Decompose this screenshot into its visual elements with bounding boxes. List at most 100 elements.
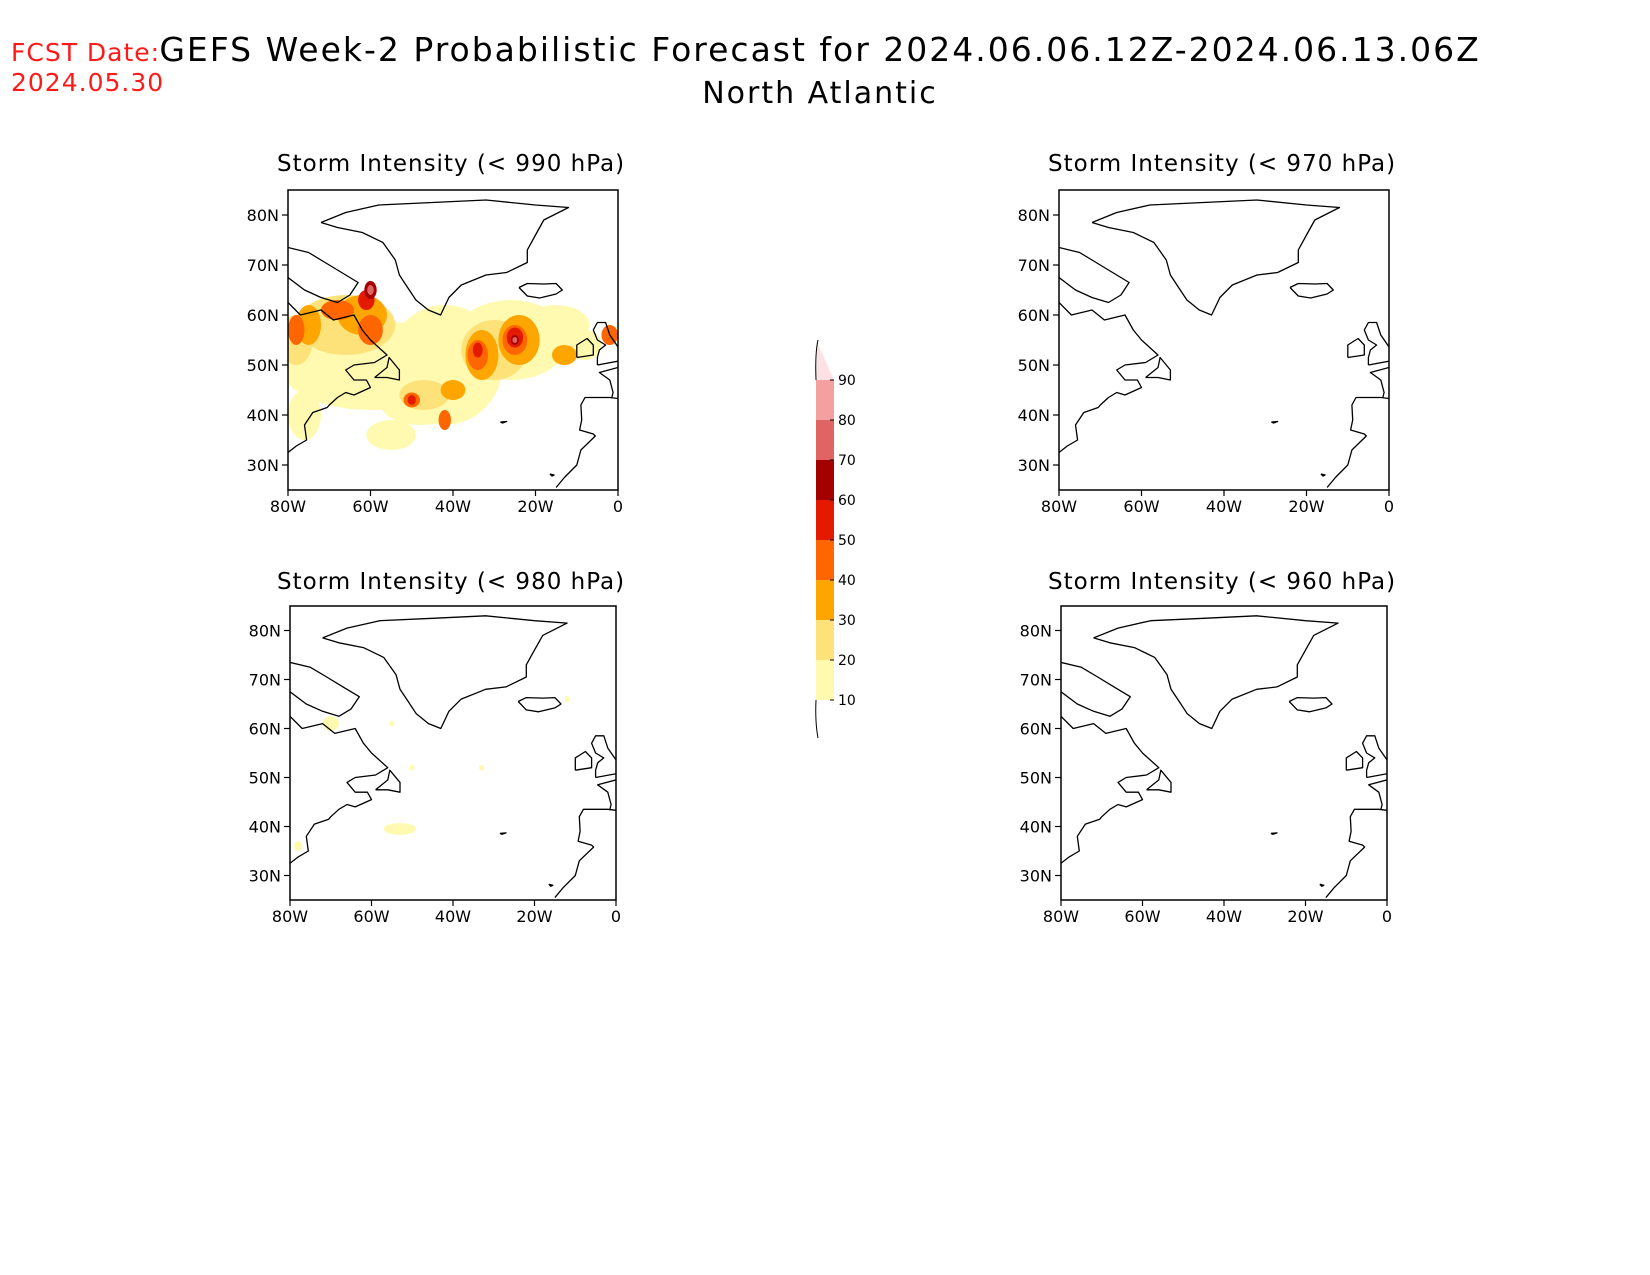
lat-tick-label: 60N [1020, 720, 1052, 739]
lat-tick-label: 30N [247, 456, 279, 475]
probability-contour [389, 720, 395, 727]
coastline [517, 696, 562, 713]
probability-colorbar: 90 80 70 60 50 40 30 20 10 [800, 335, 860, 749]
coastline [1091, 199, 1341, 316]
lon-tick-label: 20W [1287, 907, 1323, 926]
colorbar-label: 60 [838, 493, 856, 509]
coastline [1271, 420, 1279, 424]
map-content [288, 199, 618, 488]
map-panel-960: 80N 70N 60N 50N 40N 30N 80W 60W 40W 20W 0 [1020, 605, 1392, 926]
lat-tick-label: 80N [1018, 206, 1050, 225]
coastline [1326, 396, 1389, 488]
panel-title-970: Storm Intensity (< 970 hPa) [1048, 151, 1397, 177]
lat-tick-label: 60N [1018, 306, 1050, 325]
map-panel-980: 80N 70N 60N 50N 40N 30N 80W 60W 40W 20W 0 [249, 605, 621, 926]
coastline [1059, 246, 1130, 304]
forecast-date-value: 2024.05.30 [11, 68, 165, 97]
lon-tick-label: 40W [1206, 907, 1242, 926]
colorbar-top-edge [815, 339, 819, 381]
lat-tick-label: 30N [1018, 456, 1050, 475]
probability-contour [565, 695, 570, 703]
figure-title: GEFS Week-2 Probabilistic Forecast for 2… [159, 30, 1481, 69]
colorbar-segment [816, 620, 834, 660]
coastline [597, 779, 616, 810]
map-960-svg: 80N 70N 60N 50N 40N 30N 80W 60W 40W 20W 0 [1020, 605, 1392, 926]
coastline [375, 769, 401, 793]
map-content [1059, 199, 1389, 488]
lat-tick-label: 50N [249, 769, 281, 788]
coastline [554, 808, 616, 899]
lon-tick-label: 60W [352, 497, 388, 516]
coastline [290, 661, 360, 717]
colorbar-label: 10 [838, 693, 856, 709]
lat-tick-label: 40N [249, 818, 281, 837]
lat-tick-label: 80N [249, 622, 281, 641]
coastline [590, 735, 616, 779]
lat-tick-label: 30N [1020, 867, 1052, 886]
lat-tick-label: 50N [1020, 769, 1052, 788]
probability-contour [367, 285, 374, 295]
forecast-date-block: FCST Date: 2024.05.30 [11, 38, 164, 98]
lon-tick-label: 40W [435, 907, 471, 926]
panel-title-990: Storm Intensity (< 990 hPa) [277, 151, 626, 177]
colorbar-segment [816, 580, 834, 620]
probability-contour [321, 300, 354, 320]
colorbar-segment [816, 380, 834, 420]
coastline [1319, 883, 1325, 887]
panel-title-980: Storm Intensity (< 980 hPa) [277, 569, 626, 595]
lon-tick-label: 60W [1123, 497, 1159, 516]
coastline [1093, 615, 1339, 730]
colorbar-label: 20 [838, 653, 856, 669]
coastline [320, 199, 570, 316]
colorbar-label: 70 [838, 453, 856, 469]
map-panel-990: 80N 70N 60N 50N 40N 30N 80W 60W 40W 20W 0 [247, 189, 623, 516]
coastline [1289, 282, 1334, 299]
lat-tick-label: 80N [1020, 622, 1052, 641]
lon-tick-label: 80W [272, 907, 308, 926]
probability-contour [322, 716, 339, 731]
coastline [574, 750, 593, 771]
probability-contour [383, 823, 417, 835]
probability-contour [440, 380, 466, 400]
coastline [1145, 356, 1172, 381]
forecast-date-label: FCST Date: [11, 38, 161, 67]
lon-tick-label: 80W [270, 497, 306, 516]
coastline [290, 715, 389, 864]
probability-contour [358, 315, 383, 345]
coastline [1361, 735, 1387, 779]
lon-tick-label: 20W [1288, 497, 1324, 516]
map-frame [1060, 605, 1388, 901]
lat-tick-label: 40N [1020, 818, 1052, 837]
probability-contour [552, 345, 577, 365]
coastline [1061, 661, 1131, 717]
lat-tick-label: 30N [249, 867, 281, 886]
lat-tick-label: 70N [247, 256, 279, 275]
probability-contour [472, 342, 483, 358]
figure-subtitle: North Atlantic [702, 76, 938, 111]
probability-contour [438, 410, 451, 430]
probability-contour [407, 395, 416, 405]
probability-contour [409, 764, 415, 771]
lon-tick-label: 60W [353, 907, 389, 926]
coastline [518, 282, 563, 299]
coastline [499, 832, 507, 835]
colorbar-segment [816, 660, 834, 700]
coastline [288, 246, 359, 304]
coastline [576, 337, 594, 359]
probability-contour [288, 390, 321, 440]
coastline [322, 615, 568, 730]
coastline [1270, 832, 1278, 835]
probability-contour [288, 315, 305, 345]
lon-tick-label: 40W [1206, 497, 1242, 516]
map-panel-970: 80N 70N 60N 50N 40N 30N 80W 60W 40W 20W 0 [1018, 189, 1394, 516]
probability-contour [512, 337, 518, 343]
lat-tick-label: 80N [247, 206, 279, 225]
map-frame [289, 605, 617, 901]
coastline [288, 302, 388, 454]
colorbar-top-cap [816, 340, 834, 380]
coastline [1288, 696, 1333, 713]
colorbar-segment [816, 540, 834, 580]
colorbar-label: 40 [838, 573, 856, 589]
lon-tick-label: 0 [1382, 907, 1392, 926]
lat-tick-label: 40N [247, 406, 279, 425]
